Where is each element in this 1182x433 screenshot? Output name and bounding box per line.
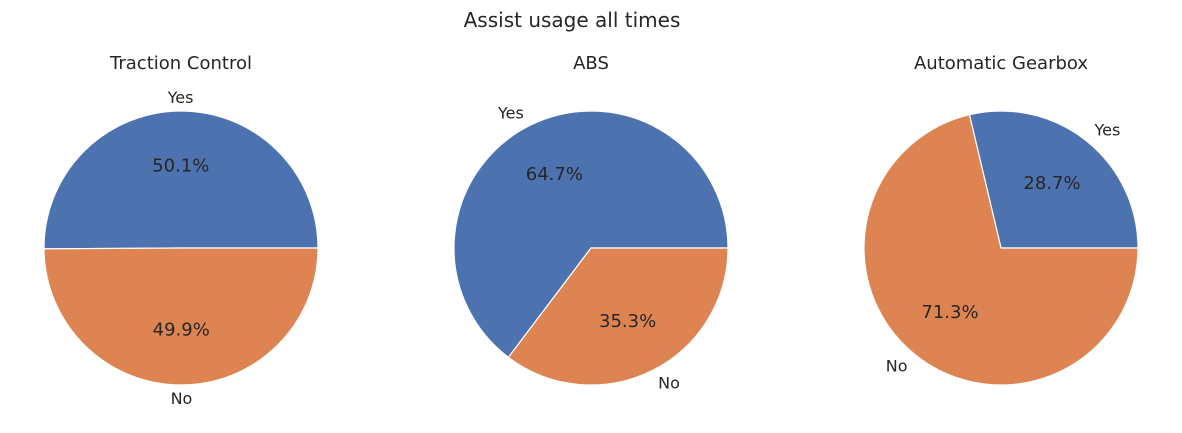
figure-title: Assist usage all times	[464, 8, 681, 32]
slice-label-abs-no: No	[658, 373, 680, 392]
slice-value-abs-yes: 64.7%	[526, 164, 583, 185]
slice-value-traction-control-no: 49.9%	[153, 320, 210, 341]
pie-title-abs: ABS	[573, 53, 609, 74]
pie-title-automatic-gearbox: Automatic Gearbox	[914, 53, 1088, 74]
pie-slice-abs-yes	[453, 110, 729, 358]
slice-label-traction-control-no: No	[171, 389, 193, 408]
slice-label-automatic-gearbox-no: No	[886, 357, 908, 376]
slice-value-traction-control-yes: 50.1%	[152, 155, 209, 176]
pie-slice-traction-control-no	[43, 247, 319, 386]
slice-label-automatic-gearbox-yes: Yes	[1093, 120, 1120, 139]
pie-slice-abs-no	[507, 247, 729, 386]
slice-label-abs-yes: Yes	[497, 104, 524, 123]
slice-label-traction-control-yes: Yes	[167, 88, 194, 107]
pie-slice-automatic-gearbox-no	[863, 114, 1139, 386]
slice-value-abs-no: 35.3%	[599, 311, 656, 332]
pie-title-traction-control: Traction Control	[109, 53, 252, 74]
pie-chart-traction-control: Traction Control Yes 50.1% No 49.9%	[43, 53, 319, 408]
pie-chart-automatic-gearbox: Automatic Gearbox Yes 28.7% No 71.3%	[863, 53, 1139, 386]
pie-slice-traction-control-yes	[43, 110, 319, 250]
slice-value-automatic-gearbox-no: 71.3%	[921, 302, 978, 323]
pie-chart-abs: ABS Yes 64.7% No 35.3%	[453, 53, 729, 392]
pie-slice-automatic-gearbox-yes	[968, 110, 1139, 249]
slice-value-automatic-gearbox-yes: 28.7%	[1023, 173, 1080, 194]
